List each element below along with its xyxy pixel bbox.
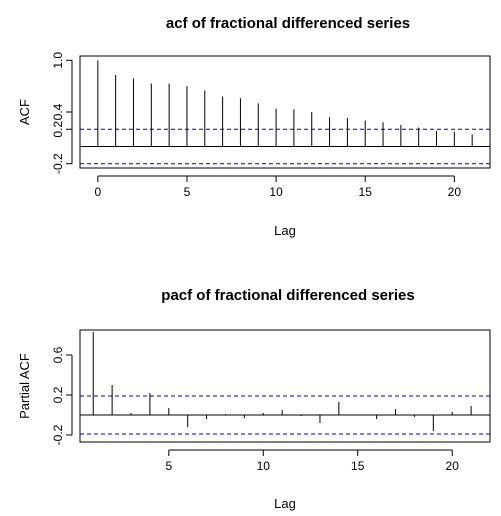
- acf-x-tick-label: 5: [184, 185, 191, 199]
- pacf-x-axis-label: Lag: [274, 496, 296, 511]
- acf-x-axis-label: Lag: [274, 223, 296, 238]
- pacf-x-tick-label: 20: [446, 459, 460, 473]
- pacf-plot-frame: [79, 329, 491, 443]
- pacf-x-tick-label: 15: [351, 459, 365, 473]
- acf-plot-frame: [79, 55, 491, 169]
- pacf-panel: pacf of fractional differenced series La…: [17, 287, 491, 511]
- acf-y-tick-label: 1.0: [51, 52, 65, 69]
- acf-x-axis: 0 5 10 15 20: [94, 175, 462, 199]
- acf-x-tick-label: 15: [359, 185, 373, 199]
- pacf-spikes: [92, 332, 472, 431]
- pacf-x-tick-label: 10: [257, 459, 271, 473]
- acf-y-axis-label: ACF: [17, 99, 32, 125]
- acf-y-tick-label: 0.4: [51, 103, 65, 120]
- acf-confidence-bounds: [80, 128, 490, 165]
- acf-x-tick-label: 20: [448, 185, 462, 199]
- acf-panel: acf of fractional differenced series Lag…: [17, 15, 491, 238]
- pacf-y-axis: -0.2 0.2 0.6: [51, 346, 73, 445]
- acf-x-tick-label: 10: [269, 185, 283, 199]
- acf-x-tick-label: 0: [94, 185, 101, 199]
- acf-y-axis: -0.2 0.20.4 1.0: [51, 52, 73, 174]
- pacf-y-axis-label: Partial ACF: [17, 353, 32, 419]
- pacf-x-tick-label: 5: [165, 459, 172, 473]
- acf-chart-title: acf of fractional differenced series: [166, 15, 410, 32]
- pacf-x-axis: 5 10 15 20: [165, 449, 460, 473]
- acf-y-tick-label: -0.2: [51, 153, 65, 174]
- pacf-confidence-bounds: [80, 395, 490, 435]
- acf-spikes: [97, 60, 473, 147]
- pacf-y-tick-label: 0.6: [51, 346, 65, 363]
- pacf-chart-title: pacf of fractional differenced series: [161, 287, 414, 304]
- acf-y-tick-label: 0.2: [51, 121, 65, 138]
- pacf-y-tick-label: -0.2: [51, 424, 65, 445]
- pacf-y-tick-label: 0.2: [51, 386, 65, 403]
